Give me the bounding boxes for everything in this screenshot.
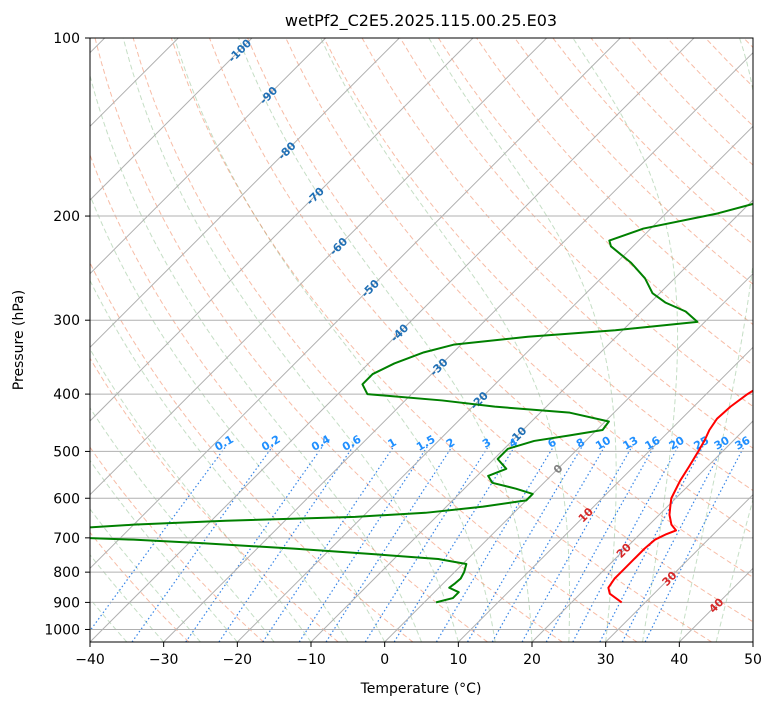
x-axis-label: Temperature (°C) [360, 681, 482, 697]
moist-adiabat [90, 459, 238, 642]
profile-series [90, 202, 753, 604]
x-tick-label: 50 [744, 652, 762, 668]
y-tick-label: 600 [53, 491, 80, 507]
mixing-ratio-line [545, 445, 655, 642]
isotherm-line [236, 125, 753, 642]
isotherm-line [163, 51, 753, 642]
dry-adiabat [90, 531, 190, 642]
y-tick-label: 1000 [44, 622, 80, 638]
y-axis-label: Pressure (hPa) [11, 290, 27, 390]
dry-adiabat [94, 38, 563, 642]
x-tick-label: −40 [75, 652, 105, 668]
isotherm-line [90, 38, 548, 496]
y-tick-label: 700 [53, 531, 80, 547]
mixing-ratio-line [644, 445, 745, 642]
x-tick-label: 20 [523, 652, 541, 668]
mixing-ratio-line [218, 445, 354, 642]
y-tick-label: 900 [53, 595, 80, 611]
skewed-isotherms [90, 38, 753, 642]
x-tick-label: −10 [296, 652, 326, 668]
isotherm-line [90, 38, 695, 642]
moist-adiabat [320, 38, 571, 642]
isobar-gridlines [90, 38, 753, 630]
dry-adiabat [90, 446, 264, 642]
moist-adiabat [715, 497, 753, 642]
moist-adiabat [678, 38, 753, 642]
x-tick-label: −20 [223, 652, 253, 668]
dry-adiabat [132, 38, 638, 642]
dry-adiabat [437, 38, 753, 366]
mixing-ratio-lines [90, 445, 745, 642]
mixing-ratio-line [298, 445, 429, 642]
mixing-ratio-line [131, 445, 274, 642]
moist-adiabat [238, 38, 533, 642]
moist-adiabat [90, 406, 275, 642]
moist-adiabat [90, 194, 386, 642]
dry-adiabat [399, 38, 753, 408]
isotherm-line [605, 493, 753, 642]
isotherm-line [384, 272, 753, 642]
y-tick-label: 500 [53, 444, 80, 460]
plot-frame [89, 37, 754, 643]
y-axis-ticks: 100 200 300 400 500 600 700 800 900 1000 [44, 31, 90, 638]
dry-adiabat [90, 357, 339, 642]
dry-adiabat [209, 38, 753, 623]
mixing-ratio-line [435, 445, 555, 642]
mixing-ratio-line [325, 445, 453, 642]
chart-title: wetPf2_C2E5.2025.115.00.25.E03 [285, 11, 557, 31]
y-tick-label: 100 [53, 31, 80, 47]
isotherm-line [90, 38, 327, 275]
x-tick-label: 10 [449, 652, 467, 668]
moist-adiabat [428, 38, 617, 642]
moist-adiabat [174, 38, 496, 642]
dry-adiabat [247, 38, 753, 578]
dry-adiabat [514, 38, 753, 285]
dewpoint-line [90, 202, 753, 604]
mixing-ratio-line [393, 445, 516, 642]
y-tick-label: 400 [53, 387, 80, 403]
moist-adiabat [90, 73, 422, 642]
mixing-ratio-line [521, 445, 633, 642]
moist-adiabat [90, 279, 349, 642]
isotherm-line [90, 38, 621, 570]
dry-adiabat [323, 38, 753, 492]
x-tick-label: 40 [670, 652, 688, 668]
isotherm-line [90, 38, 474, 422]
moist-adiabat [572, 38, 679, 642]
mixing-ratio-line [364, 445, 489, 642]
plot-area: -100-90-80-70-60-50-40-30-20-10010203040… [90, 38, 753, 642]
mixing-ratio-line [621, 445, 725, 642]
dry-adiabat [170, 38, 712, 642]
x-axis-ticks: −40 −30 −20 −10 0 10 20 30 40 50 [75, 642, 762, 668]
y-tick-label: 800 [53, 565, 80, 581]
y-tick-label: 200 [53, 209, 80, 225]
x-tick-label: 0 [380, 652, 389, 668]
dry-adiabat [90, 153, 488, 642]
isotherm-line [457, 346, 753, 642]
x-tick-label: −30 [149, 652, 179, 668]
isotherm-line [90, 38, 400, 349]
isotherm-line [90, 38, 253, 201]
isotherm-line [531, 420, 753, 642]
y-tick-label: 300 [53, 313, 80, 329]
mixing-ratio-line [185, 445, 324, 642]
isotherm-line [310, 199, 753, 642]
x-tick-label: 30 [597, 652, 615, 668]
mixing-ratio-line [262, 445, 395, 642]
temperature-line [607, 389, 753, 604]
